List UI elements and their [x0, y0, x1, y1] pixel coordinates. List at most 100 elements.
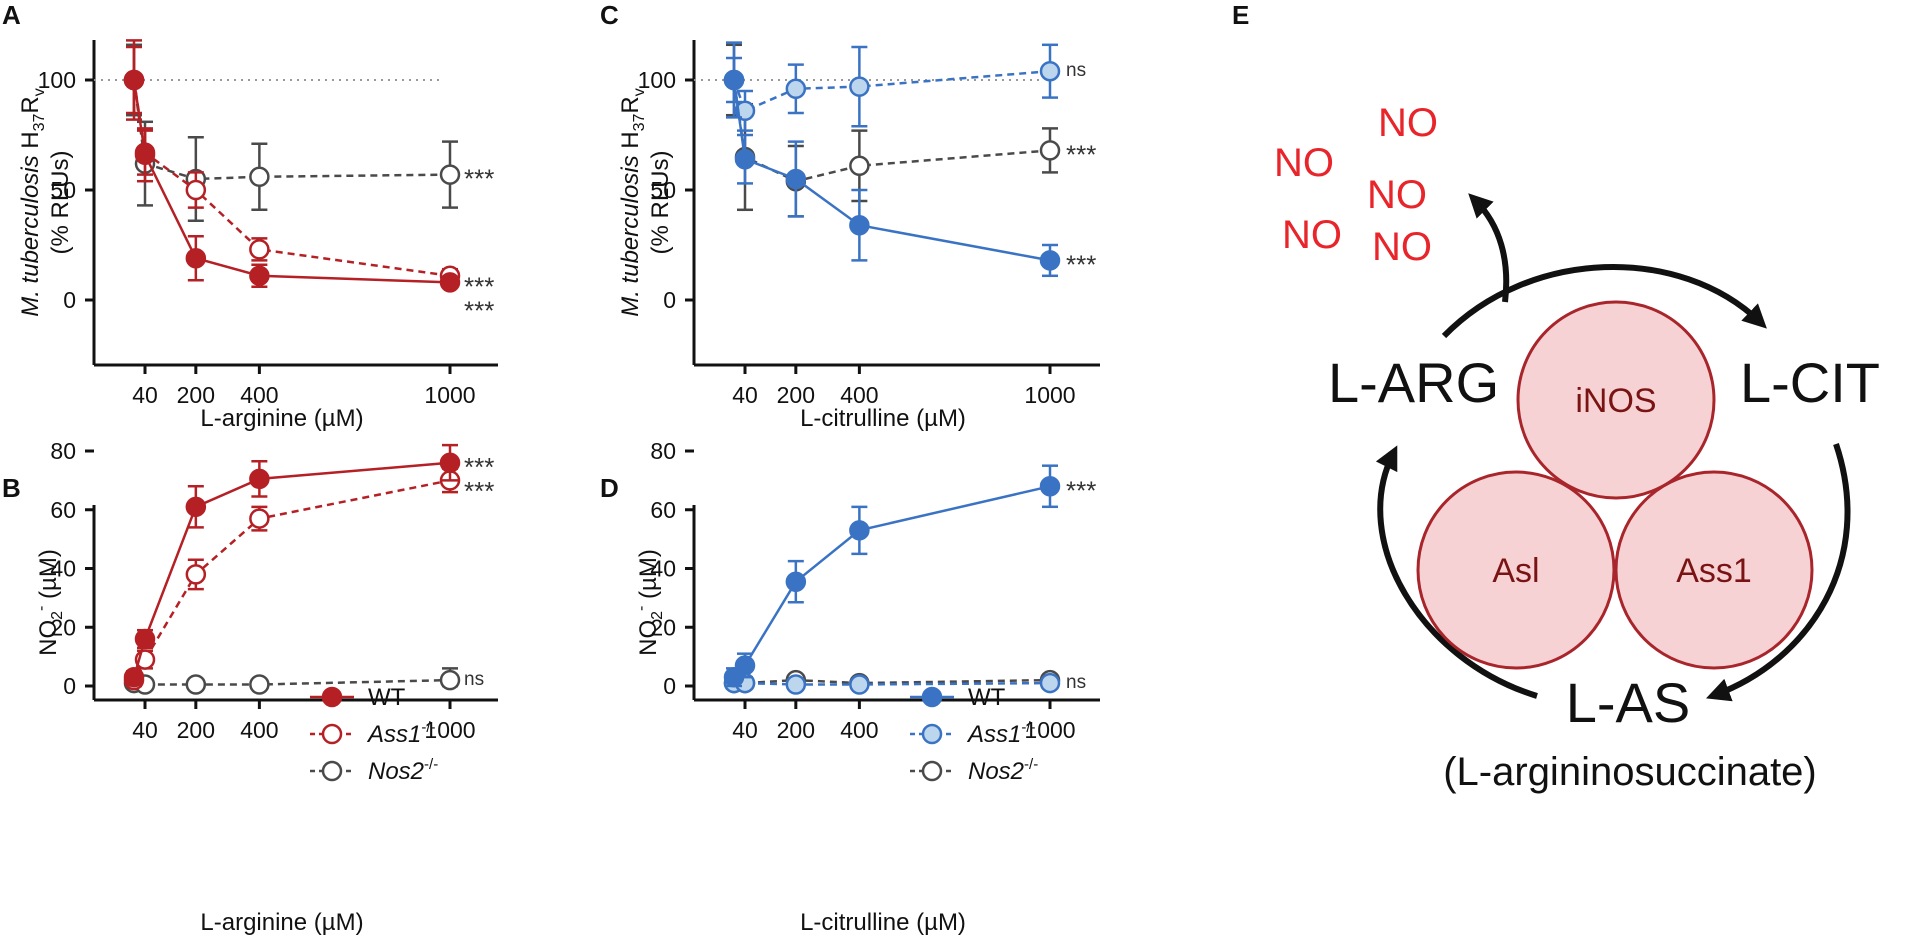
inos-circle	[1516, 300, 1716, 500]
x-tick-label: 400	[240, 382, 278, 408]
asl-label: Asl	[1492, 552, 1539, 590]
legend-label-sup: -/-	[424, 756, 438, 773]
y-axis-title: M. tuberculosis H37Rv	[617, 88, 648, 317]
x-tick-label: 400	[840, 717, 878, 743]
data-point-nos	[439, 669, 461, 691]
data-point-wt	[723, 69, 745, 91]
data-point-wt	[123, 666, 145, 688]
data-point-nos	[439, 164, 461, 185]
y-axis-title-line2: (% RLUs)	[47, 150, 74, 254]
data-point-nos	[1039, 140, 1061, 161]
significance-label: ns	[1066, 60, 1086, 81]
x-tick-label: 200	[777, 717, 815, 743]
x-tick-label: 40	[732, 717, 758, 743]
no-label-4: NO	[1282, 213, 1342, 257]
data-point-nos	[849, 155, 870, 177]
x-axis-title: L-citrulline (µM)	[800, 909, 966, 936]
legend-label-ass: Ass1-/-	[366, 719, 436, 748]
y-tick-label: 40	[50, 556, 76, 582]
y-axis-title-sub: 2	[649, 611, 666, 620]
y-tick-label: 20	[650, 614, 676, 640]
x-axis-title: L-arginine (µM)	[200, 405, 363, 432]
no-label-2: NO	[1378, 101, 1438, 145]
significance-label: ***	[464, 295, 494, 325]
legend-marker-ass	[321, 723, 343, 745]
series-line-wt	[733, 485, 1051, 679]
y-axis-title-unit: (µM)	[635, 549, 662, 605]
legend-label-name: WT	[368, 684, 406, 711]
y-tick-label: 80	[50, 438, 76, 464]
x-tick-label: 1000	[1024, 382, 1075, 408]
data-point-ass	[249, 508, 270, 529]
legend-label-name: Nos2	[368, 758, 424, 785]
data-point-wt	[249, 468, 270, 490]
data-point-wt	[734, 148, 756, 170]
legend-label-wt: WT	[368, 684, 406, 711]
chart-panel-c: 0 50 100 40 200 400 1000 L-citrulline (µM) M. tu…	[617, 40, 1100, 432]
y-axis-title-strain: H	[17, 131, 44, 148]
ass1-circle	[1614, 470, 1814, 670]
x-axis-title: L-arginine (µM)	[200, 909, 363, 936]
legend-marker-ass	[921, 723, 943, 745]
significance-label: ***	[1066, 249, 1096, 279]
y-axis-title-species: M. tuberculosis	[17, 149, 44, 317]
y-axis-title-sup: -	[633, 606, 650, 611]
series-line-wt	[132, 79, 451, 284]
significance-label: ***	[1066, 139, 1096, 169]
y-axis-title-r: R	[17, 96, 44, 113]
data-point-wt	[185, 496, 207, 518]
y-axis-title-no: NO	[635, 620, 662, 656]
y-axis-title: NO2- (µM)	[633, 549, 666, 656]
series-line-nos	[132, 79, 451, 181]
x-axis-title: L-citrulline (µM)	[800, 405, 966, 432]
node-l-as: L-AS	[1566, 671, 1691, 734]
y-axis-title-unit: (µM)	[35, 549, 62, 605]
legend-label-name: Ass1	[966, 721, 1021, 748]
series-line-ass	[132, 479, 451, 681]
x-tick-label: 40	[132, 717, 158, 743]
y-tick-label: 0	[63, 287, 76, 313]
y-tick-label: 0	[663, 287, 676, 313]
arrow-as-to-arg	[1375, 445, 1538, 699]
y-axis-title: NO2- (µM)	[33, 549, 66, 656]
data-point-wt	[439, 272, 461, 293]
legend-label-nos: Nos2-/-	[968, 756, 1038, 785]
significance-label: ns	[1066, 672, 1086, 693]
data-point-ass	[849, 674, 870, 695]
legend-marker-wt	[921, 686, 943, 708]
data-point-ass	[185, 564, 207, 585]
l-as-full-name: (L-argininosuccinate)	[1443, 750, 1817, 794]
data-point-wt	[439, 452, 461, 473]
legend-marker-nos	[921, 760, 943, 782]
legend-label-name: Ass1	[366, 721, 421, 748]
no-label-5: NO	[1372, 225, 1432, 269]
chart-panel-a: 0 50 100 40 200 400 1000 L-arginine (µM) M. tube…	[17, 39, 498, 432]
series-line-ass	[732, 69, 1051, 113]
y-tick-label: 80	[650, 438, 676, 464]
y-tick-label: 50	[650, 177, 676, 203]
y-tick-label: 20	[50, 614, 76, 640]
arrow-to-no	[1468, 193, 1510, 303]
data-point-wt	[185, 247, 207, 269]
x-tick-label: 400	[840, 382, 878, 408]
data-point-ass	[785, 78, 807, 100]
data-point-ass	[849, 76, 870, 97]
x-tick-label: 200	[777, 382, 815, 408]
y-tick-label: 60	[650, 497, 676, 523]
data-point-wt	[849, 520, 870, 541]
significance-label: ***	[464, 271, 494, 301]
cycle-diagram: NO NO NO NO NO iNOS Asl Ass1 L-ARG L-CIT…	[1274, 101, 1880, 794]
y-axis-title-sub: 37	[631, 113, 648, 131]
data-point-wt	[134, 628, 156, 650]
y-axis-title-strain: H	[617, 131, 644, 148]
no-label-1: NO	[1274, 141, 1334, 185]
y-tick-label: 100	[38, 67, 76, 93]
data-point-ass	[185, 179, 207, 201]
x-tick-label: 1000	[1024, 717, 1075, 743]
y-axis-title-sub: 37	[31, 113, 48, 131]
data-point-nos	[249, 674, 270, 695]
y-tick-label: 0	[63, 673, 76, 699]
no-label-3: NO	[1367, 173, 1427, 217]
significance-label: ***	[464, 452, 494, 482]
